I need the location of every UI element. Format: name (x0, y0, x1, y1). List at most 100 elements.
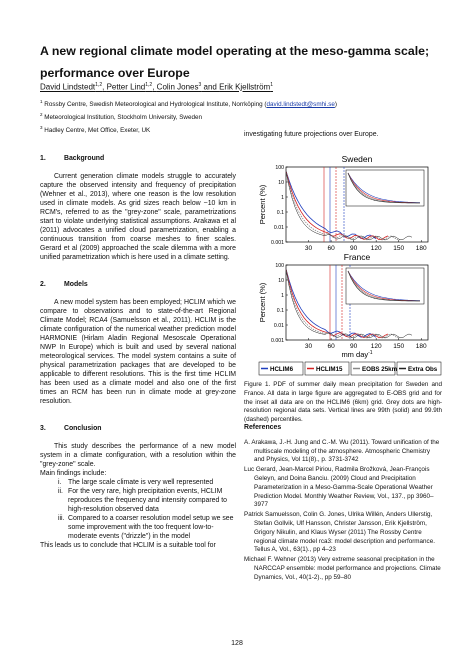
section-number: 1. (40, 155, 46, 162)
y-tick-label: 0.01 (274, 323, 284, 329)
legend-label: EOBS 25km (362, 366, 398, 373)
section: 1. Background Current generation climate … (40, 154, 236, 262)
inset-curve (347, 172, 421, 204)
affiliation: 3 Hadley Centre, Met Office, Exeter, UK (40, 123, 337, 136)
list-text: Compared to a coarser resolution model s… (68, 515, 234, 540)
list-item: i. The large scale climate is very well r… (40, 478, 236, 487)
affiliations: 1 Rossby Centre, Swedish Meteorological … (40, 97, 337, 136)
email-link[interactable]: david.lindstedt@smhi.se (266, 101, 335, 109)
x-tick-label: 120 (371, 343, 382, 350)
y-tick-label: 1 (281, 195, 284, 201)
aff-sup: 3 (40, 125, 43, 131)
x-axis-label: mm day-1 (341, 350, 372, 359)
affiliation: 2 Meteorological Institution, Stockholm … (40, 110, 337, 123)
section-heading: 1. Background (40, 154, 236, 163)
author-sup: 3 (198, 82, 202, 88)
paragraph: Main findings include: (40, 470, 107, 477)
y-tick-label: 1 (281, 293, 284, 299)
paragraph: This leads us to conclude that HCLIM is … (40, 542, 216, 549)
y-axis-label: Percent (%) (258, 282, 267, 322)
inset-curve (347, 172, 421, 203)
legend-label: Extra Obs (408, 366, 438, 373)
curve (285, 268, 389, 339)
references-heading: References (244, 424, 282, 431)
section-title: Background (64, 155, 105, 162)
list-item: ii. For the very rare, high precipitation… (40, 487, 236, 514)
section-title: Conclusion (64, 425, 102, 432)
section-number: 2. (40, 281, 46, 288)
aff-text: Meteorological Institution, Stockholm Un… (44, 114, 202, 122)
panel-title: Sweden (342, 154, 373, 164)
list-item: iii. Compared to a coarser resolution mod… (40, 514, 236, 541)
author: David Lindstedt (40, 82, 96, 92)
legend-label: HCLIM15 (316, 366, 343, 373)
y-tick-label: 0.001 (271, 338, 284, 344)
y-tick-label: 10 (278, 180, 284, 186)
y-tick-label: 0.001 (271, 240, 284, 246)
x-tick-label: 60 (327, 245, 335, 252)
aff-sup: 2 (40, 112, 43, 118)
y-tick-label: 0.1 (277, 308, 284, 314)
list-marker: i. (58, 479, 62, 486)
plot-frame (285, 166, 429, 243)
x-tick-label: 90 (350, 245, 358, 252)
separator: and (201, 82, 220, 92)
page-number: 128 (231, 640, 243, 647)
author: Colin Jones (156, 82, 199, 92)
aff-text: ) (334, 101, 337, 109)
plot-frame (285, 264, 429, 341)
author-line: David Lindstedt1,2, Petter Lind1,2, Coli… (40, 82, 273, 92)
legend-box (396, 361, 442, 376)
curve (285, 170, 389, 241)
y-tick-label: 10 (278, 278, 284, 284)
y-tick-label: 0.01 (274, 225, 284, 231)
left-column: 1. Background Current generation climate … (40, 154, 236, 568)
x-tick-label: 180 (416, 343, 427, 350)
y-tick-label: 100 (275, 263, 284, 269)
right-column-top: investigating future projections over Eu… (244, 130, 442, 139)
x-tick-label: 30 (305, 245, 313, 252)
paragraph: A new model system has been employed; HC… (40, 299, 236, 405)
reference: Michael F. Wehner (2013) Very extreme se… (244, 556, 441, 581)
figure: Sweden Percent (%) 100 10 1 0.1 0.01 0.001 30 60 9… (258, 154, 442, 376)
legend-box (350, 361, 396, 376)
aff-sup: 1 (40, 99, 43, 104)
separator: , (102, 82, 107, 92)
aff-text: Hadley Centre, Met Office, Exeter, UK (44, 127, 151, 135)
inset-curve (347, 270, 421, 302)
paragraph: Current generation climate models strugg… (40, 173, 236, 261)
author-sup: 1,2 (95, 82, 103, 88)
y-tick-label: 0.1 (277, 210, 284, 216)
curve (285, 268, 401, 339)
x-label-text: mm day (341, 350, 368, 359)
affiliation: 1 Rossby Centre, Swedish Meteorological … (40, 97, 337, 110)
x-tick-label: 90 (350, 343, 358, 350)
legend-box (304, 361, 350, 376)
author: Erik Kjellström (219, 82, 271, 92)
panel-title: France (344, 252, 371, 262)
references: References A. Arakawa, J.-H. Jung and C.… (244, 424, 442, 584)
inset-curve (347, 270, 421, 301)
x-tick-label: 120 (371, 245, 382, 252)
section-number: 3. (40, 425, 46, 432)
section-heading: 3. Conclusion (40, 424, 236, 433)
separator: , (152, 82, 157, 92)
list-marker: ii. (58, 488, 63, 495)
reference: Patrick Samuelsson, Colin G. Jones, Ulri… (244, 511, 435, 554)
x-tick-label: 150 (393, 245, 404, 252)
author-sup: 1 (270, 82, 273, 88)
x-tick-label: 150 (393, 343, 404, 350)
list-text: For the very rare, high precipitation ev… (68, 488, 227, 513)
x-tick-label: 180 (416, 245, 427, 252)
legend-label: HCLIM6 (270, 366, 294, 373)
x-label-sup: -1 (368, 350, 373, 356)
list-text: The large scale climate is very well rep… (68, 479, 214, 486)
section-heading: 2. Models (40, 280, 236, 289)
section: 2. Models A new model system has been emp… (40, 280, 236, 406)
section-title: Models (64, 281, 88, 288)
y-axis-label: Percent (%) (258, 184, 267, 224)
legend-box (258, 361, 304, 376)
aff-text: Rossby Centre, Swedish Meteorological an… (44, 101, 267, 109)
